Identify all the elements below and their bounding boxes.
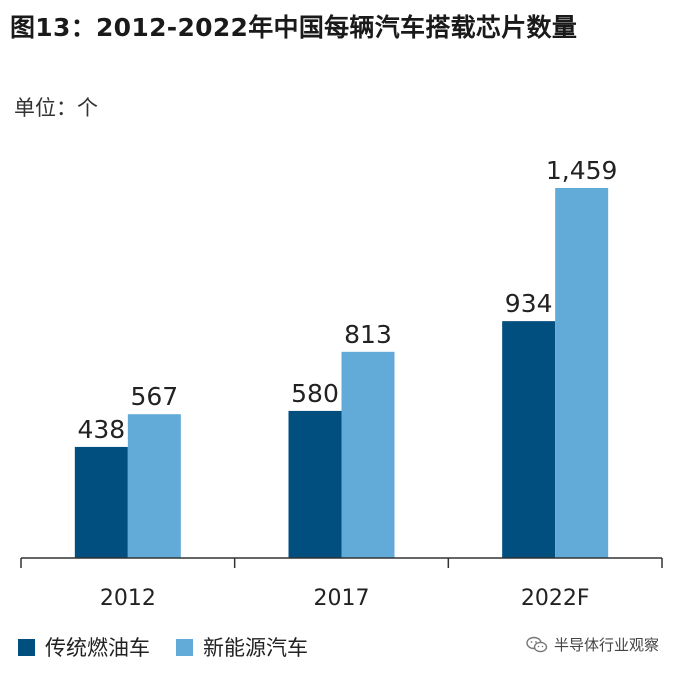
value-label-ice-2012: 438 [77, 415, 125, 444]
bar-nev-2012 [127, 414, 181, 558]
x-tick-label-2012: 2012 [100, 586, 156, 611]
legend-label-ice: 传统燃油车 [45, 636, 150, 660]
legend-swatch-ice [18, 638, 35, 656]
bar-ice-2022F [502, 321, 556, 558]
chart-title: 图13：2012-2022年中国每辆汽车搭载芯片数量 [10, 13, 578, 42]
bar-ice-2012 [74, 446, 128, 558]
value-label-ice-2017: 580 [291, 379, 339, 408]
x-tick-label-2017: 2017 [314, 586, 370, 611]
x-tick-label-2022F: 2022F [521, 586, 590, 611]
x-axis [20, 557, 663, 568]
legend-item-ice: 传统燃油车 [18, 632, 150, 662]
value-label-ice-2022F: 934 [505, 289, 553, 318]
watermark-text: 半导体行业观察 [553, 636, 659, 654]
value-label-nev-2022F: 1,459 [546, 156, 618, 185]
bars-group [74, 188, 609, 558]
legend: 传统燃油车 新能源汽车 [18, 632, 334, 662]
watermark: 半导体行业观察 [526, 634, 659, 655]
bar-ice-2017 [288, 410, 342, 558]
wechat-icon [526, 636, 548, 652]
legend-swatch-nev [176, 638, 193, 656]
value-label-nev-2017: 813 [344, 320, 392, 349]
bar-nev-2022F [555, 188, 609, 558]
x-tick-labels-group: 2012 2017 2022F [100, 586, 590, 611]
legend-label-nev: 新能源汽车 [203, 636, 308, 660]
legend-item-nev: 新能源汽车 [176, 632, 308, 662]
bar-nev-2017 [341, 351, 395, 558]
unit-label: 单位：个 [14, 96, 98, 120]
value-label-nev-2012: 567 [130, 382, 178, 411]
